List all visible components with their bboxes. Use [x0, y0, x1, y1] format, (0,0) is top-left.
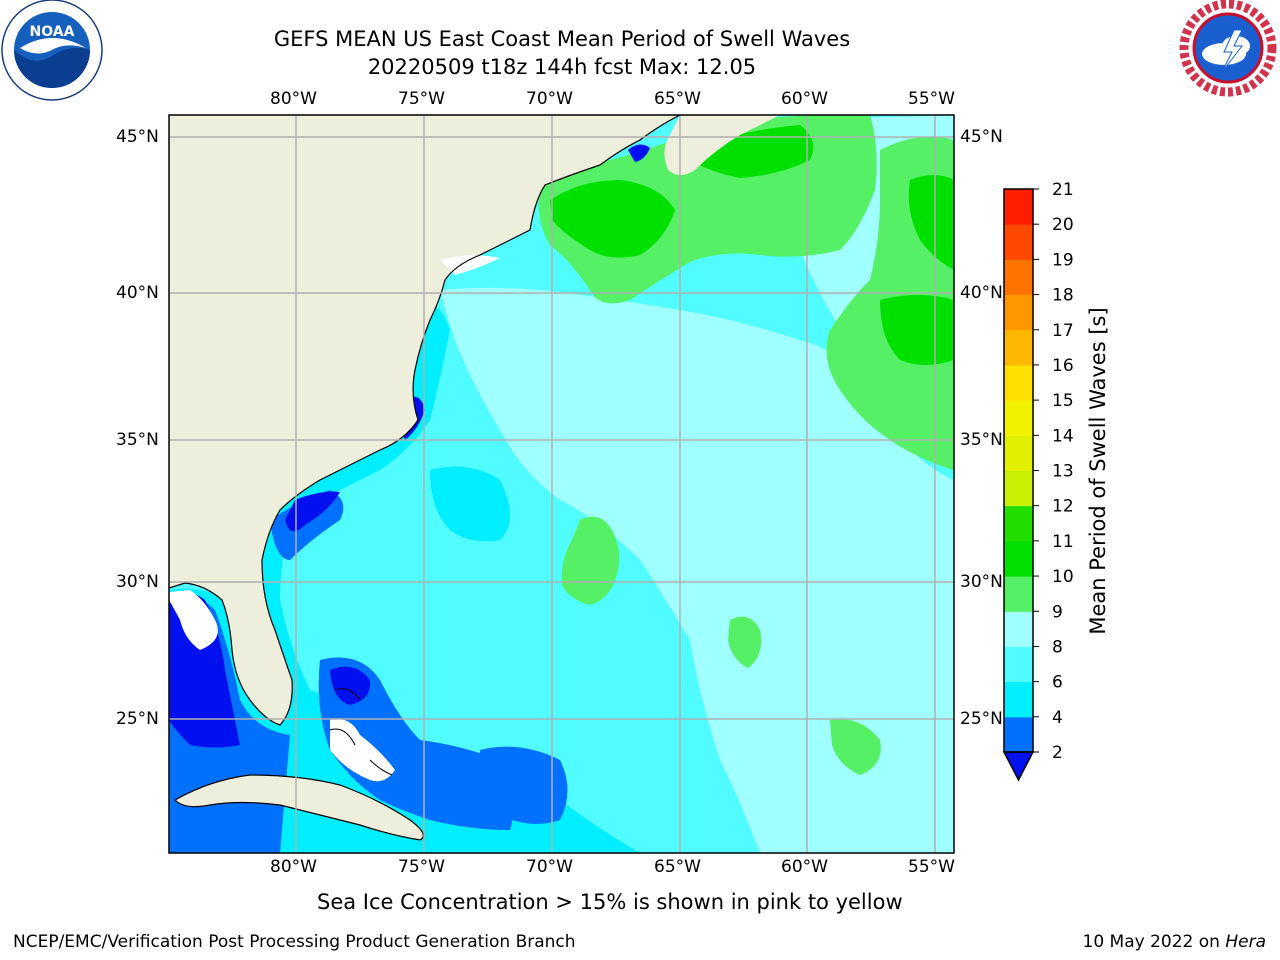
lat-label-left: 35°N [116, 430, 159, 450]
chart-title: GEFS MEAN US East Coast Mean Period of S… [273, 27, 851, 51]
swell-region-under-2-cape-cod [628, 144, 650, 162]
colorbar: 2 4 6 8 9 10 11 12 13 14 15 16 17 18 19 20 21 [1002, 180, 1074, 782]
graticule [169, 115, 954, 853]
colorbar-tick-label: 15 [1052, 391, 1074, 411]
lon-label-top: 80°W [270, 89, 317, 109]
colorbar-bin [1004, 646, 1033, 683]
colorbar-tick-label: 8 [1052, 637, 1063, 657]
lat-label-right: 25°N [960, 709, 1003, 729]
footer-date-text: 10 May 2022 on [1082, 932, 1226, 952]
lat-label-right: 45°N [960, 127, 1003, 147]
colorbar-tick-label: 21 [1052, 180, 1074, 200]
lon-label-bottom: 75°W [398, 857, 445, 877]
colorbar-bin [1004, 470, 1033, 507]
swell-region-9-10-mid [561, 516, 620, 605]
colorbar-bin [1004, 716, 1033, 753]
lon-label-bottom: 55°W [908, 857, 955, 877]
lat-label-left: 40°N [116, 283, 159, 303]
swell-region-under-2-bahamas [330, 666, 371, 705]
swell-region-9-10-se [830, 719, 881, 775]
swell-region-10-11-north [550, 180, 675, 258]
lon-label-bottom: 70°W [526, 857, 573, 877]
colorbar-bin [1004, 189, 1033, 225]
colorbar-tick-label: 4 [1052, 708, 1063, 728]
colorbar-label: Mean Period of Swell Waves [s] [1086, 307, 1110, 635]
colorbar-tick-label: 9 [1052, 602, 1063, 622]
colorbar-tick-label: 10 [1052, 567, 1074, 587]
colorbar-bin [1004, 576, 1033, 612]
lat-label-left: 45°N [116, 127, 159, 147]
swell-region-4-6-mid [430, 466, 510, 542]
no-data-coast [440, 255, 500, 275]
lat-label-left: 25°N [116, 709, 159, 729]
colorbar-bin [1004, 400, 1033, 436]
colorbar-bin [1004, 540, 1033, 577]
coastline-cuba [174, 774, 424, 841]
lon-label-top: 70°W [526, 89, 573, 109]
colorbar-tick-label: 13 [1052, 462, 1074, 482]
lon-label-bottom: 65°W [654, 857, 701, 877]
coastline [169, 115, 681, 726]
lon-label-bottom: 80°W [270, 857, 317, 877]
lon-label-top: 75°W [398, 89, 445, 109]
colorbar-tick-label: 11 [1052, 532, 1074, 552]
colorbar-bin [1004, 224, 1033, 260]
swell-region-9-10-south [728, 616, 762, 668]
swell-region-10-11-ne [690, 125, 814, 178]
colorbar-tick-label: 6 [1052, 673, 1063, 693]
lon-label-top: 65°W [654, 89, 701, 109]
swell-region-under-2-coast [285, 491, 340, 532]
colorbar-tick-label: 16 [1052, 356, 1074, 376]
colorbar-tick-label: 17 [1052, 321, 1074, 341]
footer-host: Hera [1225, 932, 1266, 952]
colorbar-bin [1004, 364, 1033, 401]
coastline-bahamas [329, 688, 393, 776]
lat-label-right: 40°N [960, 283, 1003, 303]
lat-label-right: 30°N [960, 572, 1003, 592]
colorbar-under-triangle [1002, 751, 1035, 782]
land-canada [664, 115, 780, 175]
colorbar-tick-label: 20 [1052, 215, 1074, 235]
land-cuba [175, 775, 424, 840]
no-data-gulf [169, 590, 218, 650]
footer-credit: NCEP/EMC/Verification Post Processing Pr… [13, 932, 576, 952]
colorbar-bin [1004, 505, 1033, 542]
footer-date: 10 May 2022 on Hera [1083, 932, 1267, 952]
colorbar-tick-label: 12 [1052, 497, 1074, 517]
colorbar-tick-label: 19 [1052, 250, 1074, 270]
swell-region-2-4-bahamas [318, 657, 514, 830]
lon-label-bottom: 60°W [781, 857, 828, 877]
chart-subtitle: 20220509 t18z 144h fcst Max: 12.05 [367, 55, 757, 79]
swell-region-10-11-east [908, 175, 954, 270]
map-frame [168, 114, 955, 854]
colorbar-bin [1004, 294, 1033, 331]
colorbar-bin [1004, 611, 1033, 647]
colorbar-bin [1004, 329, 1033, 366]
colorbar-bin [1004, 681, 1033, 718]
colorbar-tick-label: 2 [1052, 743, 1063, 763]
lat-label-left: 30°N [116, 572, 159, 592]
noaa-logo-text: NOAA [30, 24, 75, 40]
colorbar-bin [1004, 435, 1033, 471]
lon-label-top: 60°W [781, 89, 828, 109]
lat-label-right: 35°N [960, 430, 1003, 450]
swell-region-2-4-caribbean [480, 746, 568, 824]
map-area [169, 115, 954, 853]
lon-label-top: 55°W [908, 89, 955, 109]
swell-region-8-9-south [720, 550, 954, 853]
colorbar-tick-label: 18 [1052, 286, 1074, 306]
colorbar-tick-label: 14 [1052, 426, 1074, 446]
noaa-logo: NOAA [1, 0, 103, 101]
sea-ice-note: Sea Ice Concentration > 15% is shown in … [317, 890, 903, 914]
nws-logo [1178, 0, 1278, 98]
colorbar-bin [1004, 259, 1033, 296]
no-data-bahamas [330, 719, 395, 782]
